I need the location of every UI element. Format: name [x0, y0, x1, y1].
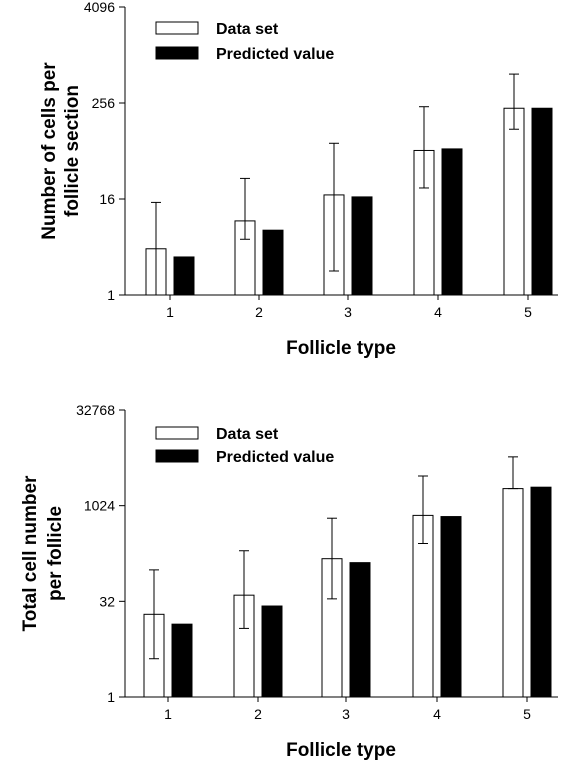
x-tick-label: 2	[255, 304, 263, 320]
y-tick-label: 1	[107, 287, 115, 303]
legend-label: Predicted value	[216, 46, 334, 63]
bar-predicted-value	[262, 229, 284, 296]
x-axis-title: Follicle type	[286, 338, 396, 359]
bar-predicted-value	[261, 605, 283, 698]
legend-swatch	[155, 21, 199, 35]
bar-predicted-value	[440, 516, 462, 698]
bar-predicted-value	[441, 148, 463, 296]
y-axis-title: follicle section	[62, 85, 83, 217]
y-tick-label: 1	[107, 689, 115, 705]
bar-data-set	[503, 107, 525, 296]
y-tick-label: 32768	[76, 402, 115, 418]
bar-predicted-value	[349, 562, 371, 698]
bar-predicted-value	[173, 256, 195, 296]
chart-1: 1 16 256 4096 1 2 3 4 5 Data set Predicted value Fo…	[39, 0, 558, 359]
y-tick-label: 4096	[84, 0, 115, 15]
y-axis-title: Number of cells per	[39, 62, 60, 240]
x-tick-label: 1	[166, 304, 174, 320]
x-tick-label: 1	[164, 706, 172, 722]
legend-swatch	[155, 449, 199, 463]
y-tick-label: 16	[99, 191, 115, 207]
bar-predicted-value	[351, 196, 373, 296]
x-tick-label: 4	[433, 706, 441, 722]
x-tick-label: 3	[344, 304, 352, 320]
bar-predicted-value	[171, 623, 193, 698]
legend-label: Data set	[216, 21, 279, 38]
y-tick-label: 1024	[84, 498, 115, 514]
x-tick-label: 5	[524, 304, 532, 320]
x-tick-label: 4	[434, 304, 442, 320]
x-tick-label: 2	[254, 706, 262, 722]
legend-label: Predicted value	[216, 449, 334, 466]
chart-2: 1 32 1024 32768 1 2 3 4 5 Data set Predicted value…	[20, 402, 558, 761]
x-tick-label: 5	[523, 706, 531, 722]
legend-label: Data set	[216, 426, 279, 443]
x-tick-label: 3	[342, 706, 350, 722]
legend-swatch	[155, 426, 199, 440]
bar-predicted-value	[530, 486, 552, 698]
y-axis-title: per follicle	[45, 506, 66, 601]
bar-predicted-value	[531, 107, 553, 296]
bar-data-set	[502, 488, 524, 698]
y-tick-label: 32	[99, 593, 115, 609]
y-axis-title: Total cell number	[20, 475, 41, 632]
y-tick-label: 256	[92, 95, 116, 111]
legend-swatch	[155, 46, 199, 60]
x-axis-title: Follicle type	[286, 740, 396, 761]
